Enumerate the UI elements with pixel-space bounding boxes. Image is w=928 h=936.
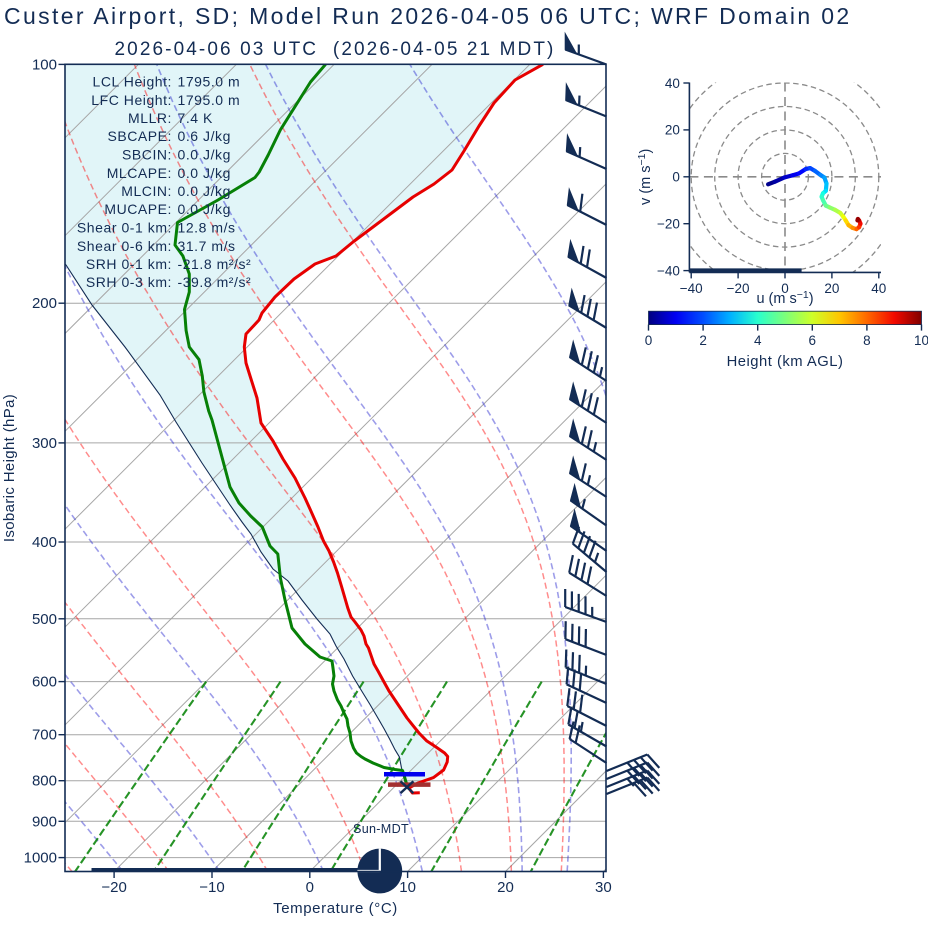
svg-text:−10: −10	[199, 879, 224, 896]
svg-text:−20: −20	[727, 281, 750, 296]
svg-text:4: 4	[754, 333, 762, 348]
svg-text:2026-04-06 03 UTC (2026-04-05: 2026-04-06 03 UTC (2026-04-05 21 MDT)	[115, 39, 556, 60]
svg-text:20: 20	[497, 879, 514, 896]
svg-text:500: 500	[32, 611, 57, 628]
svg-text:-39.8 m²/s²: -39.8 m²/s²	[178, 274, 252, 290]
svg-text:SBCAPE:: SBCAPE:	[107, 128, 172, 144]
svg-text:7.4 K: 7.4 K	[178, 110, 214, 126]
svg-text:900: 900	[32, 813, 57, 830]
svg-text:600: 600	[32, 674, 57, 691]
svg-text:0.0 J/kg: 0.0 J/kg	[178, 147, 231, 163]
svg-text:MLLR:: MLLR:	[128, 110, 172, 126]
svg-text:1795.0 m: 1795.0 m	[178, 92, 241, 108]
svg-text:0.0 J/kg: 0.0 J/kg	[178, 165, 231, 181]
svg-text:−20: −20	[657, 217, 680, 232]
svg-text:Custer Airport, SD; Model Run: Custer Airport, SD; Model Run 2026-04-05…	[4, 3, 851, 29]
svg-text:LFC Height:: LFC Height:	[91, 92, 172, 108]
svg-text:0: 0	[672, 170, 680, 185]
svg-text:Sun-MDT: Sun-MDT	[353, 822, 409, 836]
svg-text:Temperature (°C): Temperature (°C)	[273, 900, 398, 917]
svg-text:−40: −40	[657, 263, 680, 278]
svg-text:100: 100	[32, 56, 57, 73]
svg-text:-21.8 m²/s²: -21.8 m²/s²	[178, 256, 252, 272]
svg-text:40: 40	[871, 281, 886, 296]
svg-text:MLCIN:: MLCIN:	[121, 183, 172, 199]
svg-text:2: 2	[699, 333, 707, 348]
svg-text:Height (km AGL): Height (km AGL)	[727, 354, 844, 370]
svg-text:Shear 0-1 km:: Shear 0-1 km:	[77, 220, 172, 236]
svg-text:0.6 J/kg: 0.6 J/kg	[178, 128, 231, 144]
svg-text:6: 6	[809, 333, 817, 348]
svg-text:0: 0	[645, 333, 653, 348]
svg-text:−40: −40	[680, 281, 703, 296]
svg-text:0: 0	[781, 281, 789, 296]
svg-text:LCL Height:: LCL Height:	[93, 74, 172, 90]
svg-text:Shear 0-6 km:: Shear 0-6 km:	[77, 238, 172, 254]
svg-text:700: 700	[32, 727, 57, 744]
svg-text:1000: 1000	[24, 850, 57, 867]
svg-text:Isobaric Height (hPa): Isobaric Height (hPa)	[1, 394, 18, 542]
svg-text:−20: −20	[101, 879, 126, 896]
svg-text:MUCAPE:: MUCAPE:	[104, 201, 172, 217]
svg-text:31.7 m/s: 31.7 m/s	[178, 238, 236, 254]
svg-text:0.0 J/kg: 0.0 J/kg	[178, 201, 231, 217]
svg-text:1795.0 m: 1795.0 m	[178, 74, 241, 90]
svg-text:400: 400	[32, 534, 57, 551]
svg-text:10: 10	[914, 333, 928, 348]
svg-text:200: 200	[32, 295, 57, 312]
svg-text:10: 10	[399, 879, 416, 896]
svg-text:20: 20	[824, 281, 839, 296]
svg-text:SRH 0-1 km:: SRH 0-1 km:	[86, 256, 172, 272]
svg-text:0: 0	[306, 879, 314, 896]
svg-text:300: 300	[32, 435, 57, 452]
svg-text:MLCAPE:: MLCAPE:	[107, 165, 172, 181]
svg-text:30: 30	[595, 879, 612, 896]
svg-text:800: 800	[32, 773, 57, 790]
svg-text:0.0 J/kg: 0.0 J/kg	[178, 183, 231, 199]
svg-text:40: 40	[665, 76, 680, 91]
svg-text:20: 20	[665, 123, 680, 138]
svg-text:12.8 m/s: 12.8 m/s	[178, 220, 236, 236]
svg-text:SRH 0-3 km:: SRH 0-3 km:	[86, 274, 172, 290]
svg-text:SBCIN:: SBCIN:	[122, 147, 172, 163]
svg-text:8: 8	[863, 333, 871, 348]
